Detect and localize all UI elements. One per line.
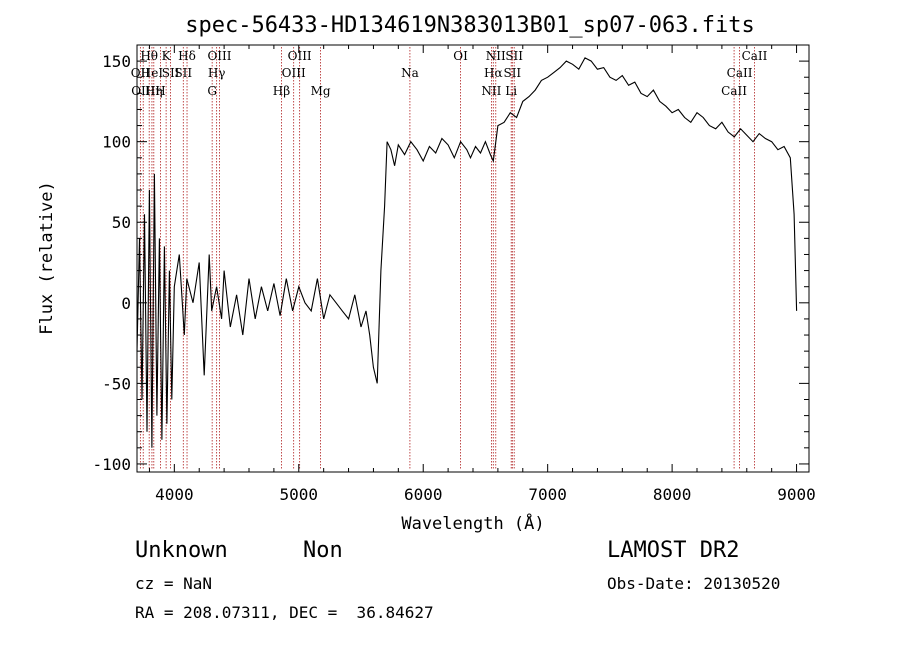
x-axis-ticks: 4000 5000 6000 7000 8000 9000 (148, 45, 816, 504)
x-tick-label: 5000 (280, 485, 319, 504)
spectral-line-label: Hθ (140, 49, 158, 63)
spectral-line-label: Hβ (273, 84, 290, 98)
y-tick-label: -100 (92, 455, 131, 474)
y-tick-label: 100 (102, 133, 131, 152)
spectral-line-label: OIII (288, 49, 312, 63)
object-class: Unknown (135, 538, 228, 563)
spectral-line-label: Na (401, 66, 419, 80)
spectral-line-label: Hα (484, 66, 503, 80)
x-tick-label: 6000 (404, 485, 443, 504)
y-tick-label: 50 (112, 213, 131, 232)
x-axis-label: Wavelength (Å) (401, 512, 544, 534)
spectral-line-label: Hη (145, 84, 163, 98)
spectral-line-label: SII (174, 66, 192, 80)
spectral-line-label: K (162, 49, 172, 63)
spectral-line-markers (139, 47, 755, 470)
redshift-cz: cz = NaN (135, 574, 213, 593)
y-axis-label: Flux (relative) (37, 181, 57, 335)
spectral-line-label: CaII (721, 84, 747, 98)
spectral-line-label: HeI (141, 66, 164, 80)
spectral-line-label: G (207, 84, 217, 98)
spectral-line-label: Li (505, 84, 517, 98)
spectral-line-label: Hδ (178, 49, 196, 63)
x-tick-label: 9000 (777, 485, 816, 504)
spectral-line-label: SII (503, 66, 521, 80)
y-tick-label: 0 (121, 294, 131, 313)
spectral-line-label: H (155, 84, 165, 98)
spectral-line-label: NII (486, 49, 506, 63)
y-tick-label: 150 (102, 52, 131, 71)
ra-dec-coords: RA = 208.07311, DEC = 36.84627 (135, 603, 434, 622)
spectral-line-label: OIII (282, 66, 306, 80)
spectral-line-label: CaII (727, 66, 753, 80)
spectral-line-label: SII (162, 66, 180, 80)
plot-frame (136, 44, 810, 473)
y-axis-ticks: -100 -50 0 50 100 150 (92, 44, 809, 474)
object-subclass: Non (303, 538, 343, 563)
spectral-line-label: Mg (311, 84, 331, 98)
chart-title: spec-56433-HD134619N383013B01_sp07-063.f… (185, 13, 755, 38)
x-tick-label: 8000 (653, 485, 692, 504)
spectral-line-label: NII (481, 84, 501, 98)
y-tick-label: -50 (102, 374, 131, 393)
spectral-line-label: OII (131, 66, 151, 80)
survey-name: LAMOST DR2 (607, 538, 740, 563)
spectral-line-label: Hγ (208, 66, 226, 80)
x-tick-label: 4000 (155, 485, 194, 504)
spectral-line-label: CaII (742, 49, 768, 63)
obs-date: Obs-Date: 20130520 (607, 574, 781, 593)
spectral-line-labels: OIIOIIIHθHeIHηHKSIIHδSIIGHγOIIIHβOIIIOII… (131, 49, 768, 98)
spectral-line-label: SII (505, 49, 523, 63)
x-tick-label: 7000 (528, 485, 567, 504)
flux-curve (136, 57, 798, 448)
spectral-line-label: OI (453, 49, 468, 63)
spectral-line-label: OIII (207, 49, 231, 63)
